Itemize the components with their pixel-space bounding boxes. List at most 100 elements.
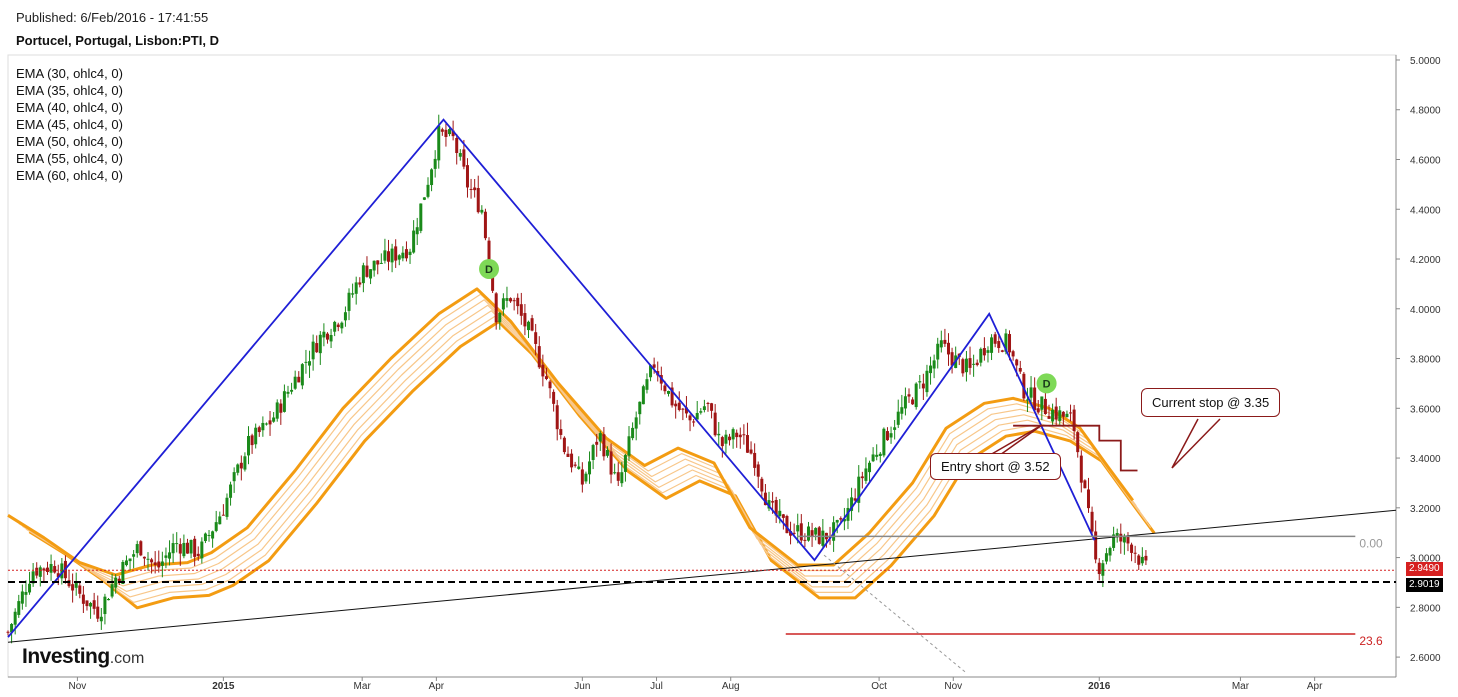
y-tick-label: 4.4000 [1410, 205, 1441, 216]
x-tick-label: Nov [69, 681, 87, 692]
d-marker [479, 258, 500, 279]
y-tick-label: 3.8000 [1410, 355, 1441, 366]
candle-body [724, 434, 728, 444]
candle-body [1025, 399, 1029, 401]
candle-body [1140, 556, 1144, 564]
candle-body [964, 358, 968, 373]
candle-body [832, 522, 836, 541]
candle-body [1094, 531, 1098, 560]
candle-body [738, 434, 742, 438]
candle-body [232, 472, 236, 482]
candle-body [419, 203, 423, 231]
candle-body [185, 542, 189, 554]
candle-body [351, 293, 355, 295]
candle-body [279, 403, 283, 413]
ema-line [18, 304, 1144, 593]
candle-body [196, 553, 200, 556]
candle-body [135, 544, 139, 554]
candle-body [641, 386, 645, 405]
candle-body [1144, 555, 1148, 561]
candle-body [749, 449, 753, 454]
candle-body [53, 566, 57, 573]
legend-item: EMA (60, ohlc4, 0) [16, 168, 123, 183]
support-price-label: 2.9019 [1406, 578, 1443, 592]
candle-body [609, 451, 613, 475]
plot-frame [7, 54, 1397, 678]
candle-body [717, 433, 721, 436]
x-tick-label: Apr [429, 681, 445, 692]
candle-body [918, 381, 922, 383]
candle-body [745, 435, 749, 453]
candle-body [78, 585, 82, 594]
candle-body [509, 298, 513, 302]
candle-body [114, 577, 118, 588]
candle-body [631, 427, 635, 439]
candle-body [627, 436, 631, 456]
candle-body [239, 462, 243, 469]
candle-body [990, 337, 994, 353]
candle-body [247, 436, 251, 456]
candle-body [652, 364, 656, 368]
candle-body [139, 541, 143, 556]
legend-item: EMA (30, ohlc4, 0) [16, 66, 123, 81]
candle-body [946, 342, 950, 355]
candle-body [426, 184, 430, 197]
candle-body [430, 169, 434, 186]
d-marker [1036, 373, 1057, 394]
candle-body [369, 269, 373, 279]
candle-body [803, 539, 807, 541]
candle-body [939, 340, 943, 348]
candle-body [523, 313, 527, 327]
candle-body [315, 343, 319, 353]
stop-callout-pointer [1171, 418, 1221, 469]
candle-body [796, 525, 800, 532]
entry-callout-pointer [989, 424, 1043, 456]
candle-body [1108, 547, 1112, 556]
candle-body [932, 360, 936, 369]
x-tick-label: Oct [871, 681, 887, 692]
candle-body [544, 376, 548, 380]
candle-body [218, 516, 222, 525]
candle-body [24, 592, 28, 595]
candle-body [1115, 532, 1119, 538]
current-price-label: 2.9490 [1406, 562, 1443, 576]
candle-body [487, 240, 491, 269]
candle-body [250, 435, 254, 446]
candle-body [67, 580, 71, 587]
candle-body [347, 292, 351, 311]
candle-body [821, 530, 825, 546]
candle-body [275, 402, 279, 419]
y-tick-label: 3.0000 [1410, 554, 1441, 565]
legend-item: EMA (55, ohlc4, 0) [16, 151, 123, 166]
candle-body [318, 334, 322, 354]
candle-body [329, 335, 333, 342]
candle-body [412, 230, 416, 253]
candle-body [257, 427, 261, 433]
candle-body [473, 187, 477, 191]
candle-body [38, 567, 42, 577]
candle-body [911, 399, 915, 405]
candle-body [882, 428, 886, 456]
ema-line [7, 287, 1135, 577]
candle-body [178, 544, 182, 554]
instrument-title: Portucel, Portugal, Lisbon:PTI, D [16, 33, 219, 48]
candle-body [1054, 406, 1058, 420]
candle-body [311, 341, 315, 360]
brand-name: Investing [22, 645, 110, 668]
candle-body [372, 260, 376, 271]
candle-body [1137, 555, 1141, 565]
candle-body [519, 304, 523, 316]
candle-body [96, 606, 100, 619]
legend-item: EMA (45, ohlc4, 0) [16, 117, 123, 132]
candle-body [638, 401, 642, 415]
candle-body [771, 501, 775, 503]
candle-body [397, 255, 401, 260]
candle-body [997, 341, 1001, 349]
candle-body [387, 251, 391, 262]
candle-body [20, 591, 24, 604]
x-tick-label: Jun [574, 681, 590, 692]
candle-body [1090, 511, 1094, 532]
candle-body [92, 600, 96, 609]
candle-body [1033, 387, 1037, 411]
candle-body [850, 497, 854, 511]
